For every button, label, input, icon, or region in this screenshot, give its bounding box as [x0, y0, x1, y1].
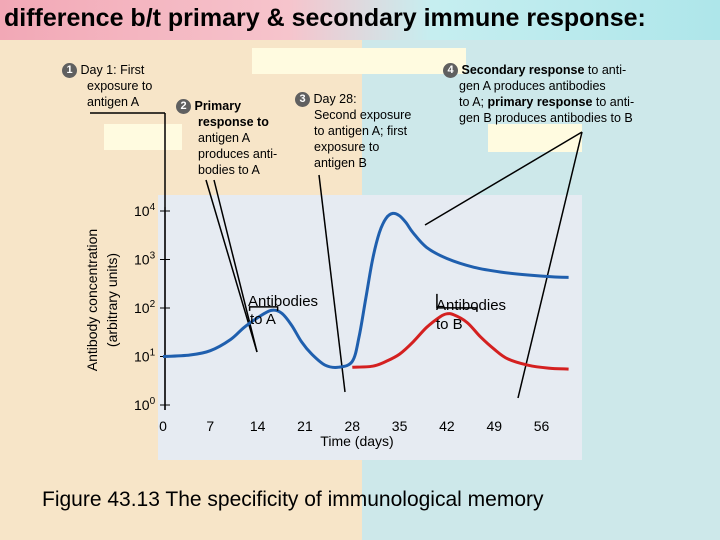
y-tick-label: 104: [134, 202, 156, 219]
peak-markers: [248, 293, 478, 312]
y-tick-label: 101: [134, 348, 156, 365]
step-4-line-3a: to A;: [459, 95, 488, 109]
series-label-a-line-1: Antibodies: [248, 293, 318, 310]
step-3-line-5: antigen B: [314, 156, 367, 170]
step-2-line-4: bodies to A: [198, 163, 260, 177]
step-2-line-3: produces anti-: [198, 147, 278, 161]
step-4-bold-2: primary response: [487, 95, 593, 109]
y-tick-label: 103: [134, 251, 156, 268]
step-1-line-1: Day 1: First: [80, 63, 145, 77]
peak-marker-b: [436, 293, 478, 312]
step-1-badge: 1: [62, 63, 77, 78]
callout-box-step-4: [488, 124, 582, 152]
step-3-line-2: Second exposure: [314, 108, 412, 122]
x-tick-label: 7: [206, 418, 214, 434]
step-4-bold-1: Secondary response: [461, 63, 585, 77]
step-2-label: 2 Primary response to antigen A produces…: [176, 98, 277, 178]
peak-marker-a: [248, 306, 279, 311]
pointer-step-4-a: [424, 131, 583, 226]
page-title: difference b/t primary & secondary immun…: [4, 4, 646, 32]
x-ticks: 0 7 14 21 28 35 42 49 56: [159, 418, 549, 434]
step-4-label: 4 Secondary response to anti- gen A prod…: [443, 62, 634, 126]
step-1-label: 1 Day 1: First exposure to antigen A: [62, 62, 152, 110]
series-line-antibodies-b: [352, 312, 569, 371]
callout-box-step-2: [104, 124, 182, 150]
series-label-b-line-2: to B: [436, 316, 463, 333]
y-axis-label-line-2: (arbitrary units): [104, 253, 120, 347]
step-3-line-3: to antigen A; first: [314, 124, 408, 138]
step-2-bold: Primary: [194, 99, 242, 113]
step-1-line-2: exposure to: [87, 79, 153, 93]
step-4-badge: 4: [443, 63, 458, 78]
step-1-line-3: antigen A: [87, 95, 140, 109]
y-tick-label: 100: [134, 396, 156, 413]
series-label-a-line-2: to A: [250, 311, 276, 328]
step-4-line-4: gen B produces antibodies to B: [459, 111, 633, 125]
series-lines: [162, 211, 569, 371]
step-4-line-1-rest: to anti-: [584, 63, 627, 77]
series-label-b-line-1: Antibodies: [436, 297, 506, 314]
step-4-line-2: gen A produces antibodies: [459, 79, 606, 93]
x-tick-label: 49: [486, 418, 502, 434]
x-tick-label: 28: [344, 418, 360, 434]
step-2-badge: 2: [176, 99, 191, 114]
step-3-line-4: exposure to: [314, 140, 380, 154]
step-4-line-3b: to anti-: [592, 95, 635, 109]
callout-pointers: [90, 112, 583, 410]
pointer-step-3: [318, 174, 346, 393]
step-3-label: 3 Day 28: Second exposure to antigen A; …: [295, 91, 411, 171]
step-2-line-2: antigen A: [198, 131, 251, 145]
step-3-line-1: Day 28:: [313, 92, 357, 106]
callout-box-top: [252, 48, 466, 74]
x-tick-label: 14: [250, 418, 266, 434]
y-ticks: 104 103 102 101 100: [134, 202, 170, 413]
pointer-step-4-b: [517, 131, 583, 399]
x-tick-label: 56: [534, 418, 550, 434]
x-tick-label: 35: [392, 418, 408, 434]
y-tick-label: 102: [134, 299, 156, 316]
x-tick-label: 21: [297, 418, 313, 434]
x-axis-label: Time (days): [320, 433, 393, 449]
step-3-badge: 3: [295, 92, 310, 107]
x-tick-label: 42: [439, 418, 455, 434]
series-line-antibodies-a: [162, 211, 569, 369]
title-band: [0, 0, 720, 40]
step-2-line-1: response to: [198, 115, 269, 129]
figure-caption: Figure 43.13 The specificity of immunolo…: [42, 488, 544, 511]
x-tick-label: 0: [159, 418, 167, 434]
y-axis-label-line-1: Antibody concentration: [84, 229, 100, 371]
